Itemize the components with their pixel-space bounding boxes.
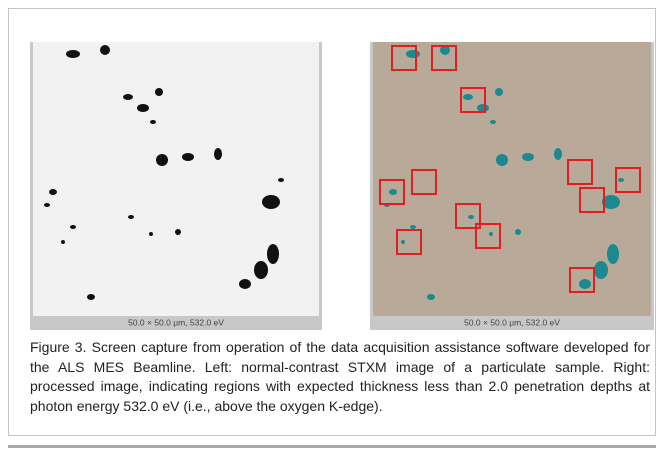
scale-label: 50.0 × 50.0 μm, 532.0 eV xyxy=(464,317,560,327)
left-image: 50.0 × 50.0 μm, 532.0 eV xyxy=(30,42,322,330)
bottom-rule xyxy=(8,445,656,448)
scale-label: 50.0 × 50.0 μm, 532.0 eV xyxy=(128,317,224,327)
figure-images: 50.0 × 50.0 μm, 532.0 eV 50.0 × 50.0 μm,… xyxy=(0,0,665,335)
page: 50.0 × 50.0 μm, 532.0 eV 50.0 × 50.0 μm,… xyxy=(0,0,665,459)
right-image: 50.0 × 50.0 μm, 532.0 eV xyxy=(370,42,654,330)
figure-caption: Figure 3. Screen capture from operation … xyxy=(30,338,650,416)
